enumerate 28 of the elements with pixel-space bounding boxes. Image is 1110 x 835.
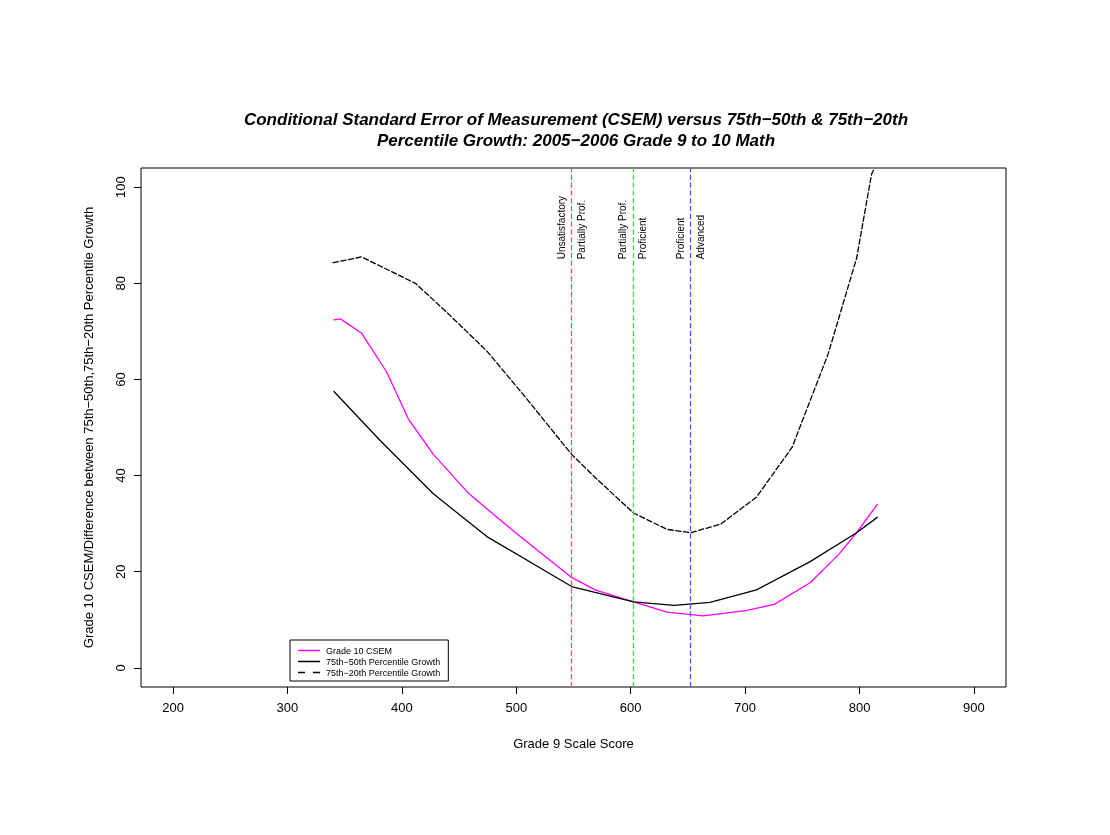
legend-label: 75th−50th Percentile Growth (326, 656, 441, 667)
annotation: Proficient (674, 217, 686, 260)
x-tick-label: 400 (391, 700, 413, 715)
annotation: Proficient (637, 217, 649, 260)
x-tick-label: 800 (848, 700, 871, 715)
x-tick-label: 500 (505, 700, 528, 715)
x-tick-label: 700 (734, 700, 756, 715)
y-tick-label: 0 (113, 664, 128, 672)
x-axis-title: Grade 9 Scale Score (513, 736, 634, 751)
x-tick-label: 300 (276, 700, 299, 715)
line-series (333, 390, 878, 606)
chart-title: Conditional Standard Error of Measurement (CSEM) versus 75th−50th & 75th−20th Percentile Growth: 2005−2006 Grade 9 to 10 Math (243, 110, 909, 150)
annotation: Unsatisfactory (555, 195, 567, 260)
line-series (333, 318, 878, 617)
annotation: Partially Prof. (575, 199, 587, 260)
annotation: Partially Prof. (617, 199, 629, 260)
y-tick-label: 80 (113, 276, 128, 291)
y-tick-label: 20 (113, 564, 128, 579)
annotation: Advanced (694, 214, 706, 260)
legend-label: 75th−20th Percentile Growth (326, 667, 441, 678)
y-tick-label: 60 (113, 372, 128, 387)
legend-label: Grade 10 CSEM (326, 645, 393, 656)
y-tick-label: 100 (113, 176, 128, 199)
y-tick-label: 40 (113, 468, 128, 483)
x-tick-label: 200 (162, 700, 184, 715)
x-tick-label: 900 (963, 700, 985, 715)
y-axis-title: Grade 10 CSEM/Difference between 75th−50th,75th−20th Percentile Growth (81, 206, 96, 649)
x-tick-label: 600 (619, 700, 642, 715)
